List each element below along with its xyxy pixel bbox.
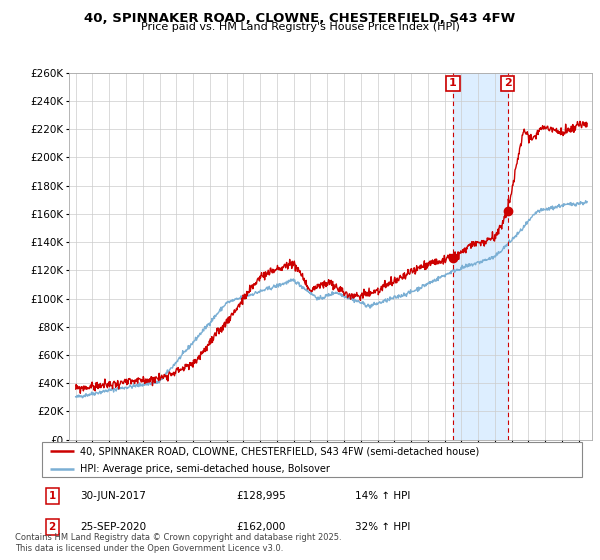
Text: £128,995: £128,995 (236, 491, 286, 501)
Text: Contains HM Land Registry data © Crown copyright and database right 2025.
This d: Contains HM Land Registry data © Crown c… (15, 533, 341, 553)
Text: HPI: Average price, semi-detached house, Bolsover: HPI: Average price, semi-detached house,… (80, 464, 329, 474)
Text: Price paid vs. HM Land Registry's House Price Index (HPI): Price paid vs. HM Land Registry's House … (140, 22, 460, 32)
Text: 30-JUN-2017: 30-JUN-2017 (80, 491, 146, 501)
Text: 2: 2 (49, 522, 56, 531)
Text: 1: 1 (449, 78, 457, 88)
Bar (453, 73, 508, 440)
Text: £162,000: £162,000 (236, 522, 286, 531)
Text: 2: 2 (503, 78, 511, 88)
Text: 40, SPINNAKER ROAD, CLOWNE, CHESTERFIELD, S43 4FW: 40, SPINNAKER ROAD, CLOWNE, CHESTERFIELD… (85, 12, 515, 25)
Text: 14% ↑ HPI: 14% ↑ HPI (355, 491, 410, 501)
Text: 32% ↑ HPI: 32% ↑ HPI (355, 522, 410, 531)
Text: 40, SPINNAKER ROAD, CLOWNE, CHESTERFIELD, S43 4FW (semi-detached house): 40, SPINNAKER ROAD, CLOWNE, CHESTERFIELD… (80, 446, 479, 456)
FancyBboxPatch shape (42, 442, 582, 477)
Text: 25-SEP-2020: 25-SEP-2020 (80, 522, 146, 531)
Text: 1: 1 (49, 491, 56, 501)
